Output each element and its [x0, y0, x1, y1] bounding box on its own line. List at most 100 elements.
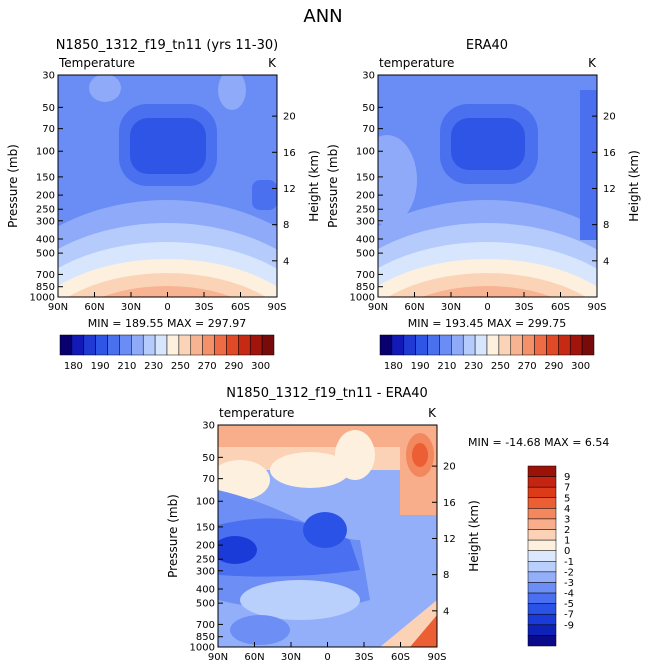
- y-tick-label: 30: [362, 71, 375, 82]
- y-tick-label: 700: [356, 270, 375, 281]
- y-tick-label: 50: [202, 453, 215, 464]
- x-tick-label: 0: [164, 302, 170, 313]
- colorbar-label: -4: [564, 589, 574, 600]
- colorbar-label: 5: [564, 493, 570, 504]
- y-tick-label: 150: [196, 522, 215, 533]
- x-tick-label: 30S: [354, 652, 373, 663]
- colorbar-swatch: [558, 334, 571, 356]
- x-tick-label: 90N: [208, 652, 228, 663]
- colorbar-label: 250: [491, 361, 510, 372]
- colorbar-swatch: [261, 334, 275, 356]
- colorbar-label: -5: [564, 599, 574, 610]
- colorbar-swatch: [527, 592, 557, 604]
- y2-tick-label: 20: [603, 112, 616, 123]
- colorbar-swatch: [71, 334, 85, 356]
- panel-model: N1850_1312_f19_tn11 (yrs 11-30) Temperat…: [6, 38, 321, 330]
- colorbar-swatch: [527, 486, 557, 499]
- y2-tick-label: 20: [283, 112, 296, 123]
- min-max-stats: MIN = 193.45 MAX = 299.75: [408, 317, 566, 330]
- x-tick-label: 30N: [121, 302, 141, 313]
- colorbar-swatch: [403, 334, 416, 356]
- colorbar-label: 190: [411, 361, 430, 372]
- x-tick-label: 0: [324, 652, 330, 663]
- x-tick-label: 60N: [84, 302, 104, 313]
- y-tick-label: 70: [202, 474, 215, 485]
- colorbar-label: 4: [564, 504, 570, 515]
- colorbar-swatch: [534, 334, 547, 356]
- y-axis-label: Pressure (mb): [6, 144, 20, 228]
- y2-tick-label: 8: [603, 220, 609, 231]
- colorbar-swatch: [527, 518, 557, 530]
- colorbar-swatch: [178, 334, 192, 356]
- x-tick-label: 30S: [514, 302, 533, 313]
- y2-axis-label: Height (km): [307, 150, 321, 221]
- contour-field: [218, 425, 437, 647]
- colorbar-swatch: [214, 334, 227, 356]
- colorbar-label: -1: [564, 557, 574, 568]
- figure-title: ANN: [303, 6, 342, 27]
- colorbar-label: 2: [564, 525, 570, 536]
- colorbar-swatch: [462, 334, 476, 356]
- colorbar-label: 9: [564, 472, 570, 483]
- colorbar-swatch: [527, 529, 557, 541]
- panel-title: N1850_1312_f19_tn11 - ERA40: [226, 386, 428, 401]
- y-tick-label: 500: [356, 249, 375, 260]
- colorbar-swatch: [527, 497, 557, 509]
- colorbar-label: 290: [544, 361, 563, 372]
- colorbar-swatch: [527, 508, 557, 520]
- x-tick-label: 90N: [48, 302, 68, 313]
- y-tick-label: 100: [356, 147, 375, 158]
- y2-tick-label: 16: [443, 498, 456, 509]
- variable-label: Temperature: [58, 56, 135, 70]
- colorbar-swatch: [415, 334, 428, 356]
- colorbar-swatch: [142, 334, 156, 356]
- colorbar-label: 270: [518, 361, 537, 372]
- colorbar-label: 1: [564, 536, 570, 547]
- y2-tick-label: 12: [603, 184, 616, 195]
- colorbar-swatch: [510, 334, 523, 356]
- y-tick-label: 400: [356, 234, 375, 245]
- colorbar-swatch: [527, 613, 557, 626]
- colorbar-label: 230: [144, 361, 163, 372]
- colorbar-swatch: [119, 334, 132, 356]
- panel-era40: ERA40 temperature K Pressure (mb) Height…: [326, 38, 641, 330]
- colorbar-swatch: [498, 334, 512, 356]
- y2-tick-label: 8: [283, 220, 289, 231]
- colorbar-swatch: [527, 624, 557, 636]
- colorbar-label: 190: [91, 361, 110, 372]
- colorbar-label: 270: [198, 361, 217, 372]
- colorbar-swatch: [391, 334, 405, 356]
- colorbar-swatch: [527, 550, 557, 562]
- units-label: K: [268, 56, 277, 70]
- units-label: K: [588, 56, 597, 70]
- y-axis-label: Pressure (mb): [326, 144, 340, 228]
- y-axis-label: Pressure (mb): [166, 494, 180, 578]
- x-tick-label: 60N: [404, 302, 424, 313]
- colorbar-swatch: [527, 561, 557, 573]
- y2-tick-label: 12: [283, 184, 296, 195]
- axes-layer: 305070100150200250300400500700850100090N…: [30, 71, 616, 664]
- y-tick-label: 70: [42, 124, 55, 135]
- y-tick-label: 200: [356, 191, 375, 202]
- y-tick-label: 250: [196, 555, 215, 566]
- y-tick-label: 30: [42, 71, 55, 82]
- min-max-stats: MIN = 189.55 MAX = 297.97: [88, 317, 246, 330]
- y-tick-label: 300: [196, 566, 215, 577]
- colorbar-label: 210: [117, 361, 136, 372]
- colorbar-swatch: [95, 334, 108, 356]
- y2-tick-label: 4: [283, 256, 289, 267]
- y-tick-label: 500: [196, 599, 215, 610]
- min-max-stats: MIN = -14.68 MAX = 6.54: [468, 436, 609, 449]
- contour-field: [58, 75, 277, 297]
- colorbar-swatch: [107, 334, 120, 356]
- y-tick-label: 200: [36, 191, 55, 202]
- colorbar-swatch: [527, 539, 557, 551]
- x-tick-label: 60N: [244, 652, 264, 663]
- colorbar-label: 290: [224, 361, 243, 372]
- y-tick-label: 850: [36, 282, 55, 293]
- colorbar-swatch: [569, 334, 583, 356]
- y2-tick-label: 4: [603, 256, 609, 267]
- variable-label: temperature: [219, 406, 294, 420]
